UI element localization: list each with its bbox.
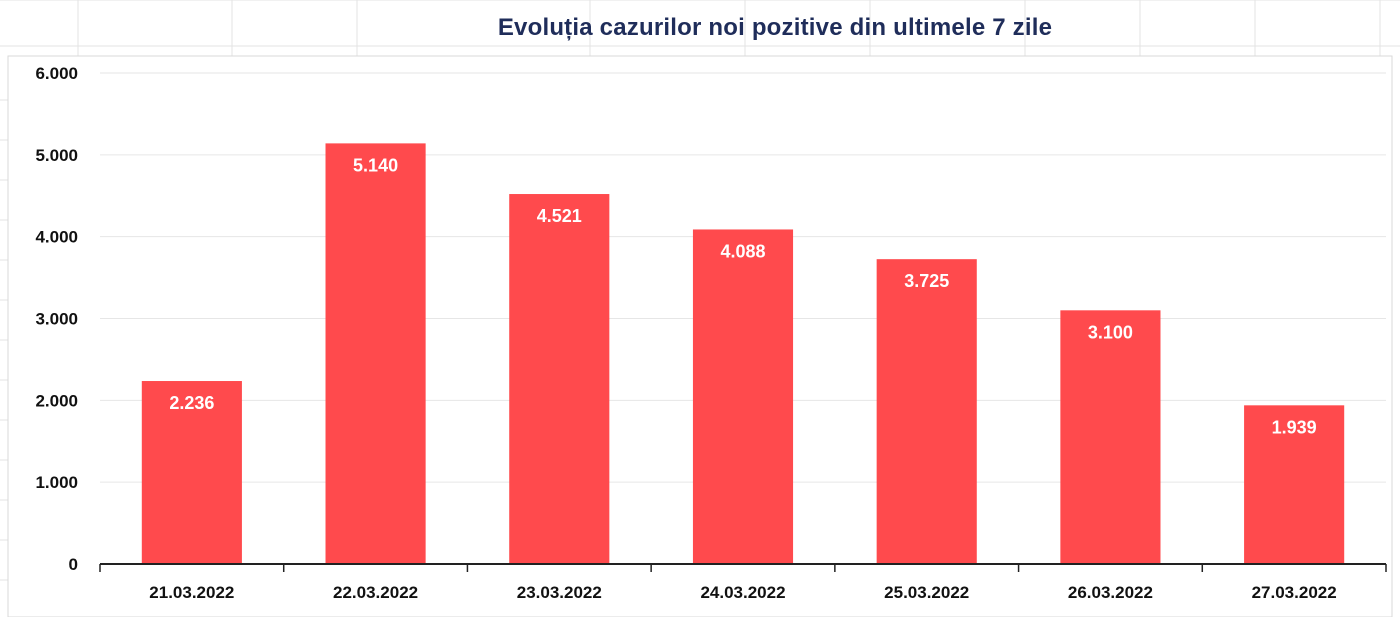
x-tick-label: 26.03.2022 — [1068, 583, 1153, 602]
y-tick-label: 6.000 — [35, 64, 78, 83]
data-label: 2.236 — [169, 393, 214, 413]
x-tick-label: 24.03.2022 — [700, 583, 785, 602]
bar[interactable] — [141, 381, 242, 564]
y-tick-label: 3.000 — [35, 310, 78, 329]
x-tick-label: 22.03.2022 — [333, 583, 418, 602]
x-tick-label: 23.03.2022 — [517, 583, 602, 602]
data-label: 5.140 — [353, 155, 398, 175]
y-tick-label: 0 — [69, 555, 78, 574]
bar[interactable] — [1060, 310, 1161, 564]
bar[interactable] — [325, 143, 426, 565]
bar[interactable] — [876, 259, 977, 564]
data-label: 3.100 — [1088, 322, 1133, 342]
bar[interactable] — [692, 229, 794, 564]
y-tick-label: 4.000 — [35, 228, 78, 247]
bar[interactable] — [1244, 405, 1345, 564]
chart-title: Evoluția cazurilor noi pozitive din ulti… — [497, 14, 1053, 41]
bar[interactable] — [509, 194, 610, 564]
y-tick-label: 1.000 — [35, 473, 78, 492]
data-label: 4.521 — [537, 206, 582, 226]
data-label: 3.725 — [904, 271, 949, 291]
data-label: 1.939 — [1272, 417, 1317, 437]
x-tick-label: 25.03.2022 — [884, 583, 969, 602]
y-tick-label: 5.000 — [35, 146, 78, 165]
x-tick-label: 21.03.2022 — [149, 583, 234, 602]
data-label: 4.088 — [720, 241, 765, 261]
y-tick-label: 2.000 — [35, 391, 78, 410]
x-tick-label: 27.03.2022 — [1252, 583, 1337, 602]
